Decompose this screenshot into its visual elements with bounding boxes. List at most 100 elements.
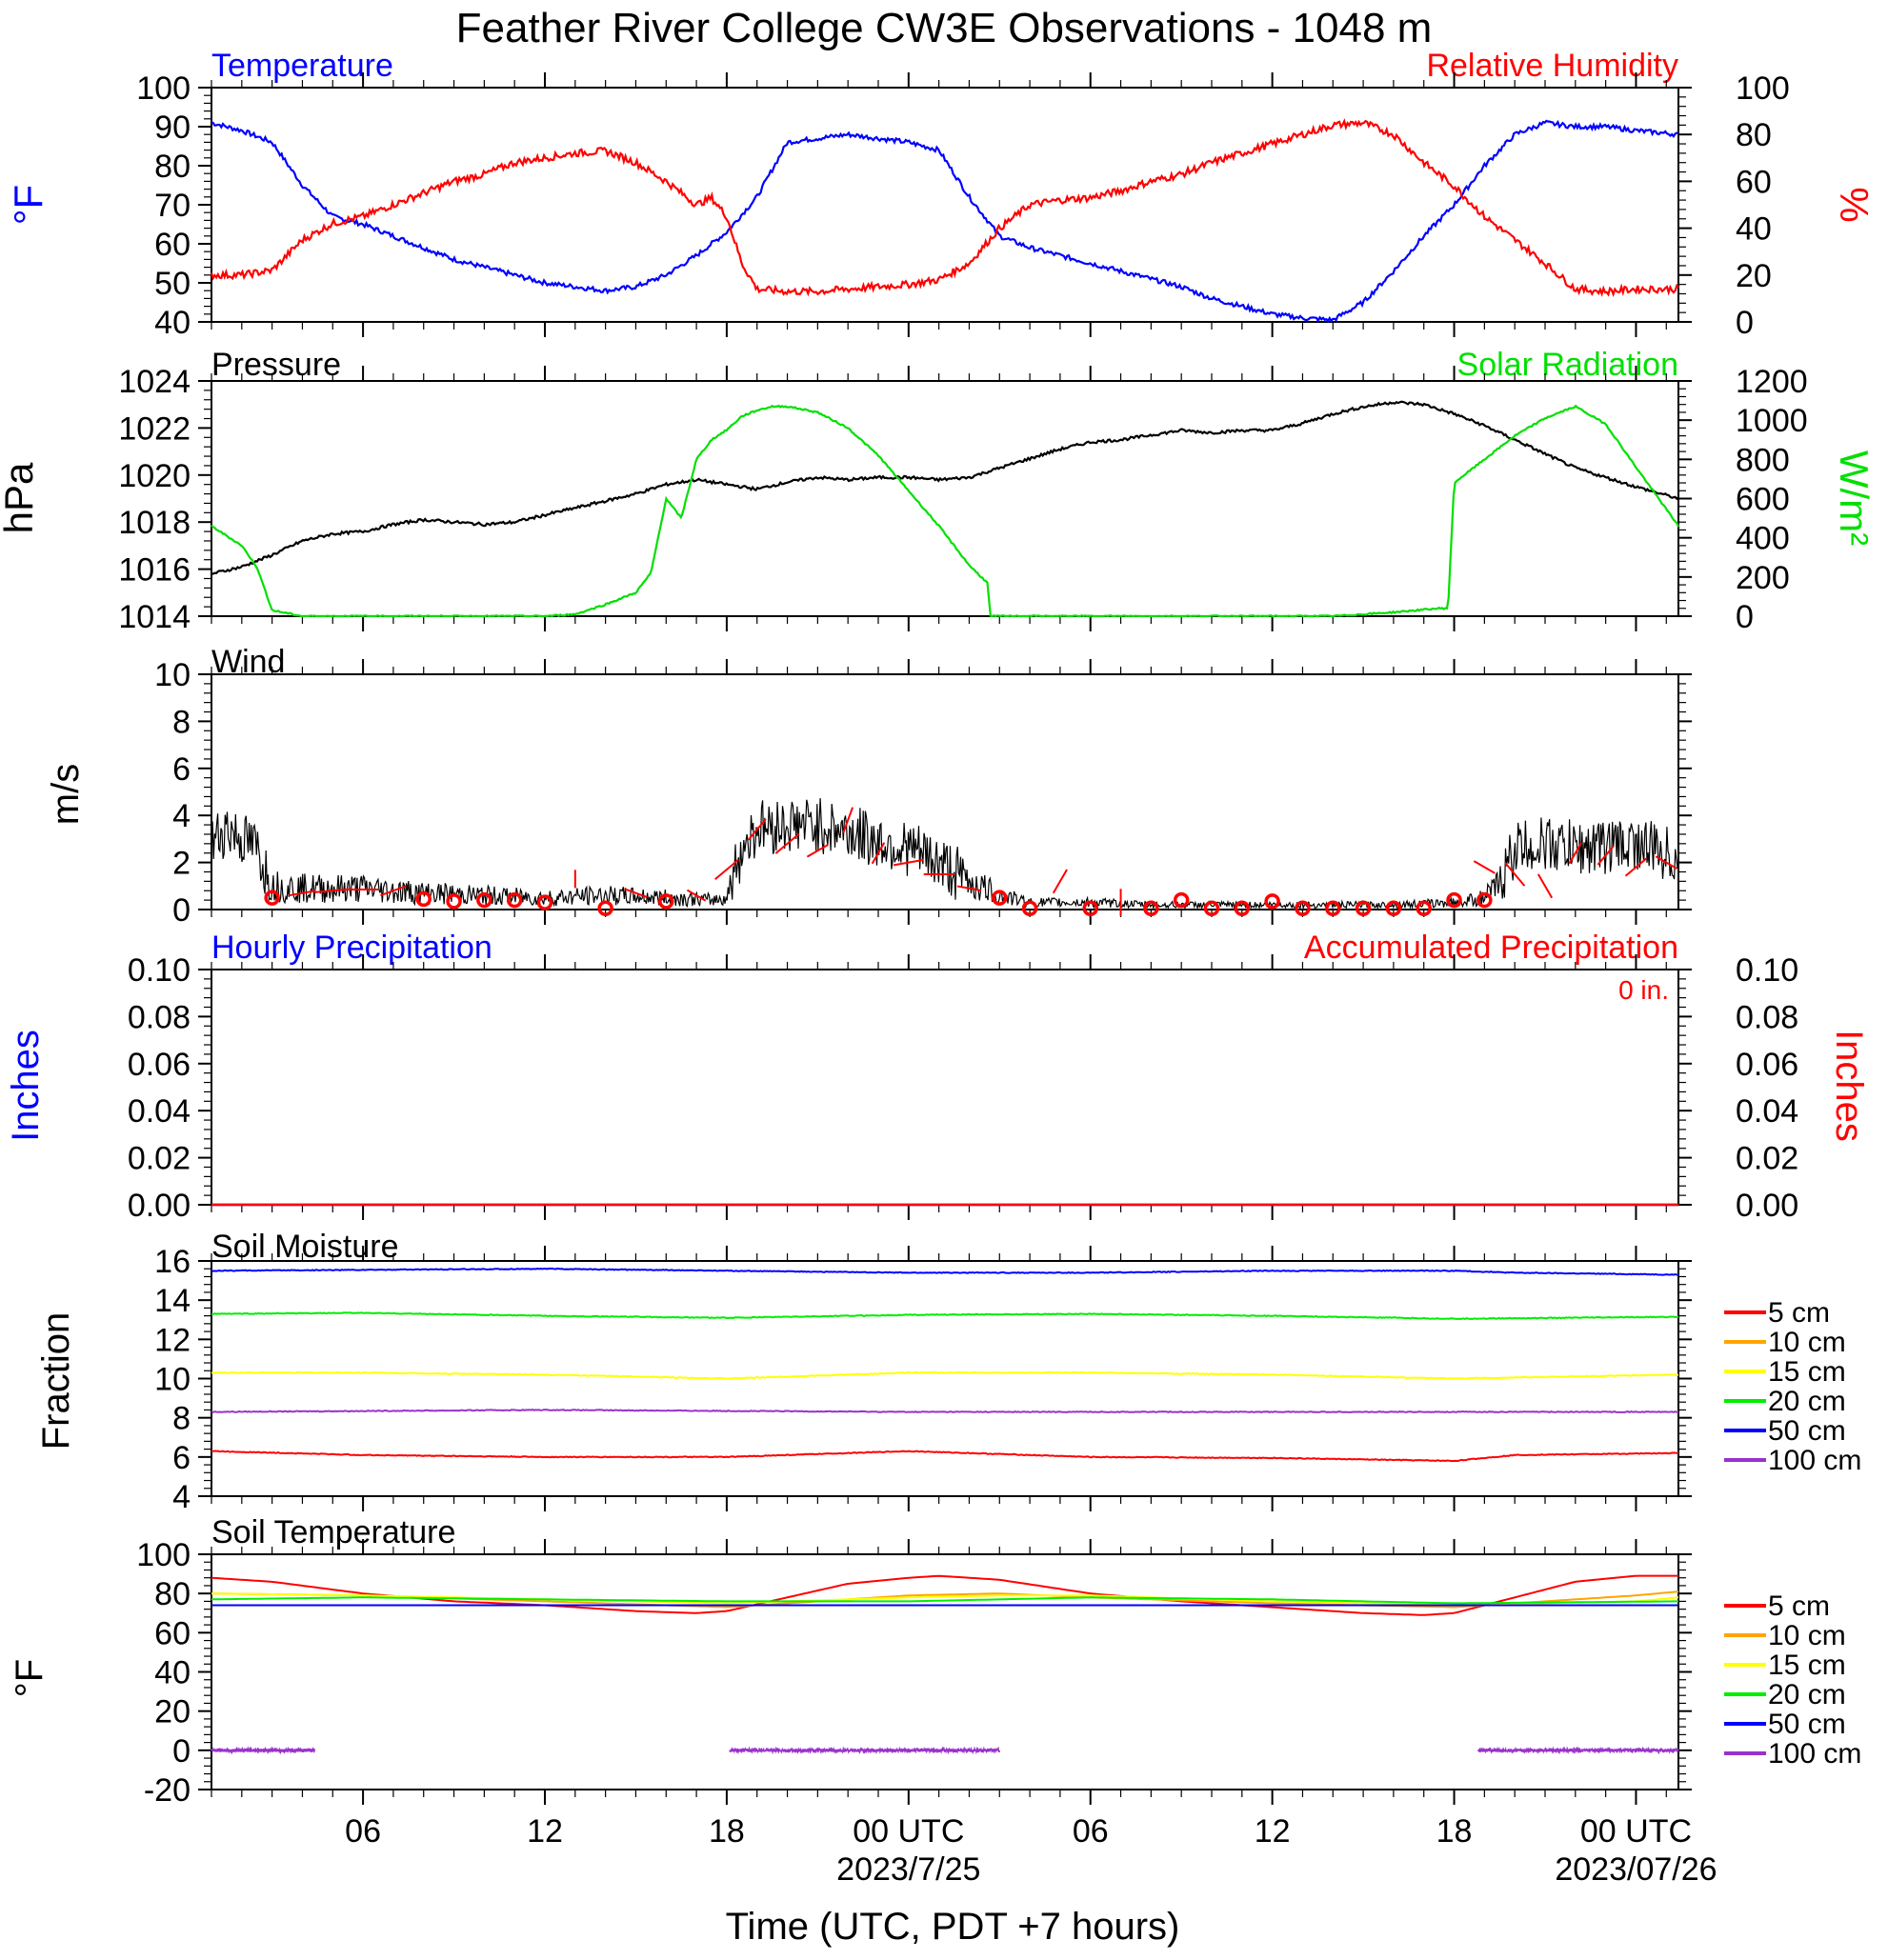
y-tick-label: 100: [136, 70, 191, 107]
plot-frame: [211, 673, 1679, 910]
y-tick-label: 20: [154, 1694, 191, 1730]
soil-temp-line: [211, 1596, 1678, 1605]
y-right-tick-label: 40: [1736, 211, 1772, 248]
hourly-precip-title: Hourly Precipitation: [211, 930, 492, 966]
y-tick-label: 4: [172, 1479, 191, 1515]
x-tick-label: 12: [527, 1813, 563, 1850]
wind-direction-stick: [289, 890, 316, 897]
calm-marker: [446, 893, 462, 910]
y-tick-label: 0.02: [128, 1141, 191, 1177]
y-tick-label: 60: [154, 227, 191, 263]
y-tick-label: 8: [172, 1401, 191, 1437]
soil-moisture-line: [211, 1409, 1678, 1414]
legend-label: 15 cm: [1768, 1650, 1846, 1681]
soil-temp-lines: [211, 1574, 1679, 1755]
wind-direction-stick: [1655, 855, 1677, 870]
y-tick-label: 1020: [118, 458, 191, 494]
legend-label: 15 cm: [1768, 1356, 1846, 1388]
wind-direction-stick: [1597, 845, 1615, 866]
rh-line: [210, 118, 1679, 297]
legend-label: 100 cm: [1768, 1738, 1861, 1770]
calm-marker: [992, 890, 1008, 906]
y-tick-label: 1022: [118, 410, 191, 447]
y-tick-label: 40: [154, 1655, 191, 1691]
calm-marker: [1173, 891, 1190, 909]
calm-marker: [1021, 900, 1038, 917]
plot-frame: [211, 1553, 1679, 1790]
legend-label: 5 cm: [1768, 1297, 1830, 1329]
wind-direction-stick: [774, 832, 800, 854]
calm-marker: [1325, 900, 1341, 917]
wind-unit-label: m/s: [45, 764, 87, 825]
pressure-title: Pressure: [211, 347, 341, 383]
soil-temp-line: [211, 1574, 1678, 1616]
x-tick-label: 18: [1436, 1813, 1473, 1850]
soil-temp-line: [729, 1746, 1001, 1755]
rh-unit-label: %: [1832, 187, 1877, 222]
temperature-title: Temperature: [211, 48, 393, 84]
calm-marker: [415, 890, 432, 908]
legend-label: 20 cm: [1768, 1679, 1846, 1710]
x-date-label: 2023/7/25: [836, 1851, 980, 1888]
x-tick-label: 00 UTC: [1580, 1813, 1692, 1850]
soil-moisture-title: Soil Moisture: [211, 1229, 399, 1265]
y-tick-label: 14: [154, 1283, 191, 1319]
calm-marker: [1203, 900, 1220, 917]
legend-label: 5 cm: [1768, 1590, 1830, 1622]
soil-temp-line: [1477, 1746, 1679, 1755]
y-tick-label: 70: [154, 188, 191, 224]
calm-marker: [506, 891, 523, 909]
soil-temp-title: Soil Temperature: [211, 1514, 455, 1550]
soil-temp-unit-label: °F: [9, 1659, 50, 1697]
wind-direction-stick: [714, 859, 739, 881]
soil-moisture-line: [211, 1267, 1679, 1276]
y-tick-label: 12: [154, 1322, 191, 1358]
y-right-tick-label: 80: [1736, 117, 1772, 153]
precip-left-unit-label: Inches: [5, 1030, 47, 1142]
accum-precip-title: Accumulated Precipitation: [1304, 930, 1678, 966]
accum-precip-value: 0 in.: [1618, 975, 1669, 1005]
calm-marker: [1355, 900, 1372, 917]
y-right-tick-label: 600: [1736, 482, 1790, 518]
rh-title: Relative Humidity: [1426, 48, 1678, 84]
y-tick-label: 6: [172, 751, 191, 788]
y-tick-label: 1024: [118, 364, 191, 400]
y-tick-label: 10: [154, 1362, 191, 1398]
wind-direction-stick: [842, 807, 854, 833]
y-tick-label: 0: [172, 1733, 191, 1770]
wind-direction-stick: [1052, 869, 1068, 894]
x-tick-label: 06: [345, 1813, 381, 1850]
y-right-tick-label: 100: [1736, 70, 1790, 107]
legend-label: 50 cm: [1768, 1709, 1846, 1740]
y-tick-label: 4: [172, 798, 191, 834]
y-tick-label: 1014: [118, 599, 191, 635]
y-tick-label: 0.06: [128, 1047, 191, 1083]
calm-marker: [1385, 900, 1402, 917]
calm-marker: [1476, 891, 1493, 909]
y-tick-label: 90: [154, 110, 191, 146]
y-right-tick-label: 0.04: [1736, 1093, 1798, 1130]
precip-panel: Hourly Precipitation Accumulated Precipi…: [5, 930, 1870, 1224]
wind-direction-stick: [871, 842, 886, 865]
wind-lines: [211, 798, 1679, 917]
pressure-solar-lines: [211, 400, 1679, 618]
x-tick-label: 00 UTC: [853, 1813, 964, 1850]
y-right-tick-label: 0.02: [1736, 1141, 1798, 1177]
x-axis-label: Time (UTC, PDT +7 hours): [726, 1906, 1180, 1948]
solar-unit-label: W/m²: [1832, 450, 1877, 546]
legend-label: 100 cm: [1768, 1445, 1861, 1476]
y-tick-label: 100: [136, 1537, 191, 1573]
y-right-tick-label: 60: [1736, 164, 1772, 200]
calm-marker: [597, 900, 613, 917]
x-tick-label: 06: [1073, 1813, 1109, 1850]
y-tick-label: -20: [144, 1772, 191, 1809]
soil-temp-line: [211, 1746, 315, 1755]
